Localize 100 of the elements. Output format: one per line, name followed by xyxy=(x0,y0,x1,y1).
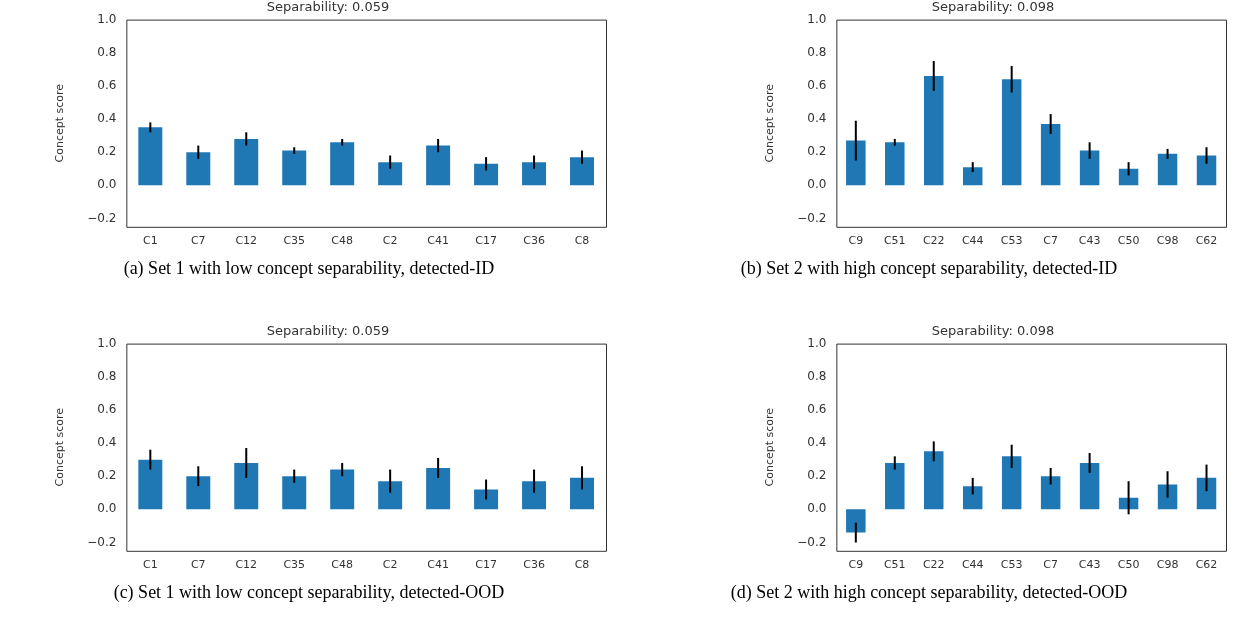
x-tick-label: C35 xyxy=(283,234,306,248)
x-tick-label: C1 xyxy=(142,558,158,572)
y-tick-label: 0.8 xyxy=(97,368,117,383)
y-tick-label: 1.0 xyxy=(97,11,117,26)
x-tick-label: C36 xyxy=(523,234,545,248)
bar xyxy=(846,140,866,186)
y-tick-label: 0.8 xyxy=(807,44,827,59)
x-tick-label: C43 xyxy=(1078,234,1101,248)
y-tick-label: −0.2 xyxy=(87,210,117,225)
bar xyxy=(426,467,451,510)
bar xyxy=(474,163,499,186)
text: (b) Set 2 with high concept separability, detected-ID xyxy=(739,258,1119,279)
x-tick-label: C22 xyxy=(922,558,945,572)
text: (a) Set 1 with low concept separability, detected-ID xyxy=(122,258,496,279)
x-tick-label: C17 xyxy=(475,234,497,248)
x-tick-label: C9 xyxy=(848,234,864,248)
bar xyxy=(924,451,944,510)
y-tick-label: 0.6 xyxy=(807,402,827,417)
x-tick-label: C50 xyxy=(1117,234,1140,248)
y-tick-label: 0.6 xyxy=(97,402,117,417)
x-tick-label: C98 xyxy=(1156,234,1179,248)
bar xyxy=(1040,124,1061,186)
bar xyxy=(1079,462,1100,510)
bar xyxy=(962,486,983,510)
bar xyxy=(570,157,595,186)
text: (d) Set 2 with high concept separability, detected-OOD xyxy=(729,582,1129,603)
y-tick-label: 0.0 xyxy=(807,177,827,192)
y-tick-label: 1.0 xyxy=(97,335,117,350)
x-tick-label: C9 xyxy=(848,558,864,572)
x-tick-label: C17 xyxy=(475,558,497,572)
y-tick-label: 0.0 xyxy=(97,501,117,516)
y-axis-title: Concept score xyxy=(53,83,67,163)
x-tick-label: C2 xyxy=(382,234,398,248)
chart-title: Separability: 0.059 xyxy=(266,0,390,15)
y-tick-label: −0.2 xyxy=(797,210,827,225)
x-tick-label: C44 xyxy=(961,558,984,572)
x-tick-label: C41 xyxy=(427,558,449,572)
bar xyxy=(924,75,944,186)
x-tick-label: C62 xyxy=(1195,558,1218,572)
y-tick-label: 0.4 xyxy=(97,435,117,450)
y-tick-label: 0.4 xyxy=(807,435,827,450)
bar xyxy=(330,469,355,510)
y-tick-label: 0.8 xyxy=(807,368,827,383)
x-tick-label: C8 xyxy=(574,558,590,572)
bar xyxy=(138,127,163,186)
x-tick-label: C36 xyxy=(523,558,545,572)
x-tick-label: C44 xyxy=(961,234,984,248)
bar xyxy=(846,509,866,533)
x-tick-label: C7 xyxy=(190,558,206,572)
y-axis-title: Concept score xyxy=(763,83,777,163)
bar xyxy=(1118,168,1139,186)
x-tick-label: C35 xyxy=(283,558,306,572)
bar xyxy=(234,462,259,510)
chart-title: Separability: 0.098 xyxy=(931,0,1055,15)
bar xyxy=(570,477,595,510)
bar xyxy=(522,481,547,510)
x-tick-label: C98 xyxy=(1156,558,1179,572)
text: (c) Set 1 with low concept separability, detected-OOD xyxy=(112,582,506,603)
x-tick-label: C51 xyxy=(883,234,906,248)
bar xyxy=(1157,153,1178,186)
bar xyxy=(885,462,905,510)
y-tick-label: 0.0 xyxy=(807,501,827,516)
x-tick-label: C7 xyxy=(1043,558,1058,572)
bar xyxy=(378,481,403,510)
y-tick-label: 0.0 xyxy=(97,177,117,192)
y-tick-label: 0.4 xyxy=(807,111,827,126)
x-tick-label: C2 xyxy=(382,558,398,572)
bar xyxy=(282,150,307,186)
x-tick-label: C48 xyxy=(331,234,354,248)
bar xyxy=(1040,476,1061,510)
x-tick-label: C53 xyxy=(1000,234,1023,248)
y-tick-label: 0.4 xyxy=(97,111,117,126)
x-tick-label: C41 xyxy=(427,234,449,248)
y-tick-label: 0.6 xyxy=(97,78,117,93)
y-tick-label: −0.2 xyxy=(87,534,117,549)
x-tick-label: C1 xyxy=(142,234,158,248)
bar xyxy=(282,476,307,510)
bar xyxy=(522,162,547,186)
chart-title: Separability: 0.098 xyxy=(931,323,1055,339)
x-tick-label: C22 xyxy=(922,234,945,248)
y-tick-label: 0.2 xyxy=(807,468,827,483)
y-tick-label: −0.2 xyxy=(797,534,827,549)
x-tick-label: C7 xyxy=(1043,234,1058,248)
bar xyxy=(1001,79,1022,186)
bar xyxy=(234,138,259,186)
bar xyxy=(186,152,211,186)
bar xyxy=(1157,484,1178,510)
y-tick-label: 1.0 xyxy=(807,335,827,350)
y-axis-title: Concept score xyxy=(53,407,67,487)
y-tick-label: 0.2 xyxy=(97,144,117,159)
y-tick-label: 1.0 xyxy=(807,11,827,26)
chart-title: Separability: 0.059 xyxy=(266,323,390,339)
y-tick-label: 0.2 xyxy=(807,144,827,159)
x-tick-label: C53 xyxy=(1000,558,1023,572)
x-tick-label: C43 xyxy=(1078,558,1101,572)
x-tick-label: C51 xyxy=(883,558,906,572)
bar xyxy=(426,145,451,186)
bar xyxy=(1079,150,1100,186)
bar xyxy=(1196,477,1217,510)
bar xyxy=(378,162,403,186)
